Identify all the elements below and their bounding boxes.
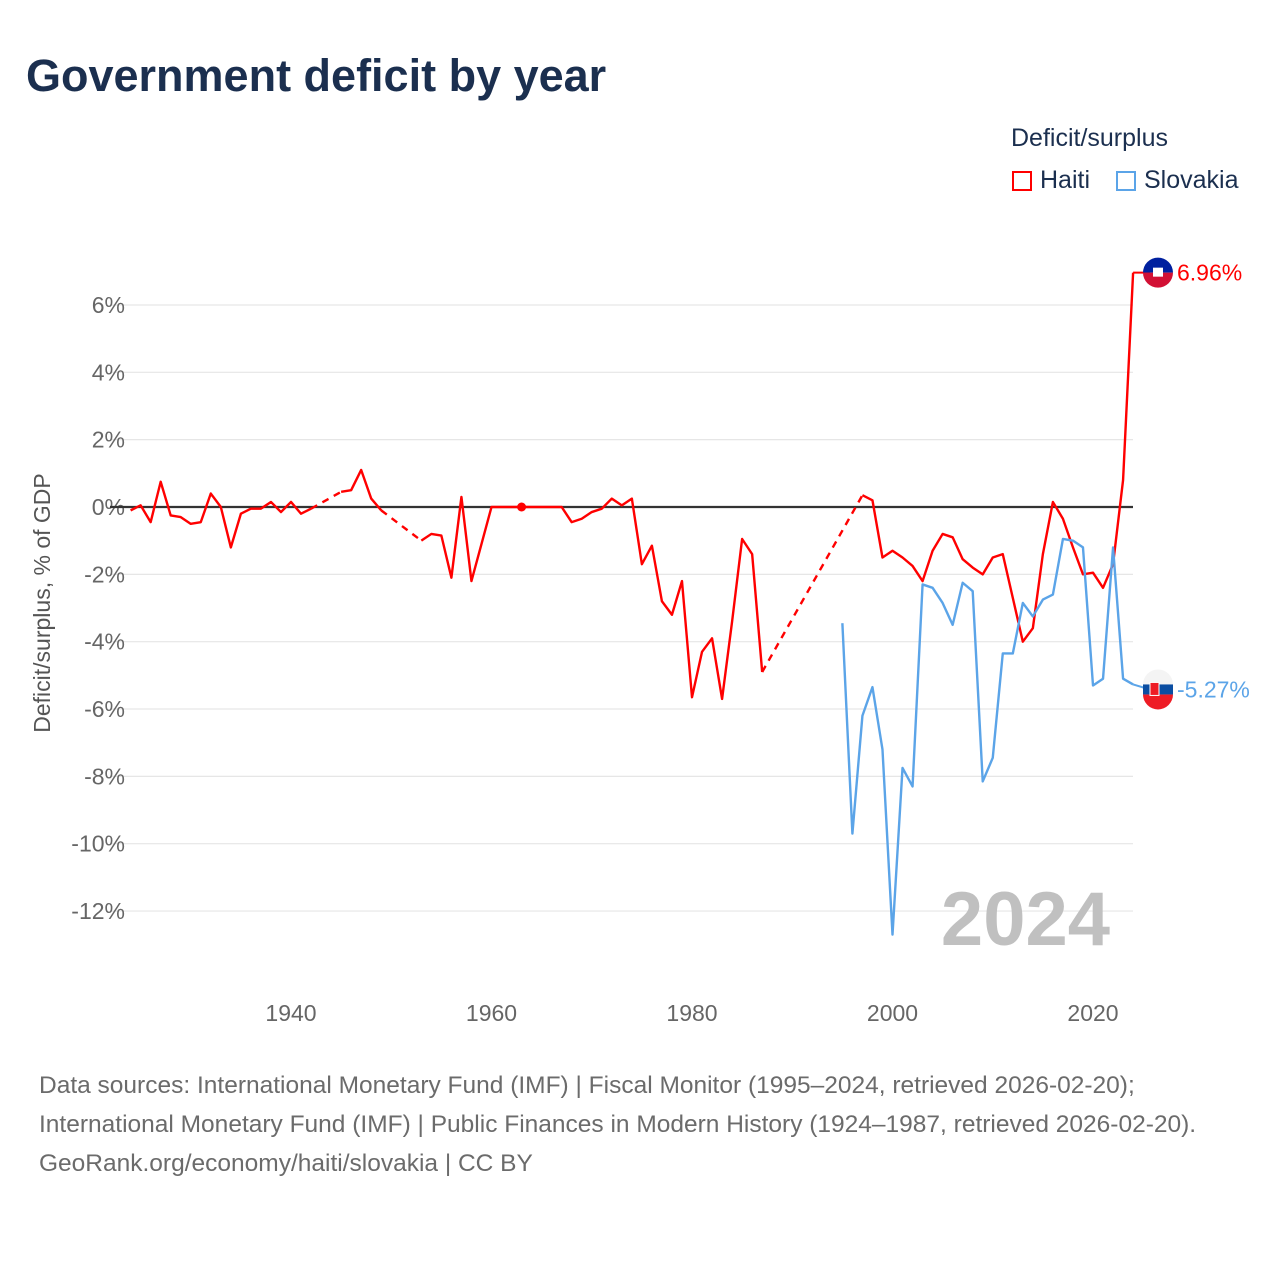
- flag-stripe: [1143, 257, 1173, 273]
- series-gap-haiti: [761, 494, 864, 673]
- x-tick-label: 2000: [867, 1000, 918, 1026]
- flag-stripe: [1143, 669, 1173, 685]
- legend-swatch-haiti: [1012, 170, 1032, 191]
- x-tick-label: 1940: [265, 1000, 316, 1026]
- flag-stripe: [1143, 272, 1173, 288]
- series-gap-haiti: [380, 509, 423, 542]
- footer: Data sources: International Monetary Fun…: [39, 1066, 1239, 1183]
- year-watermark: 2024: [941, 877, 1110, 962]
- y-tick-label: -12%: [71, 898, 125, 924]
- legend-label: Slovakia: [1144, 166, 1239, 194]
- y-tick-label: -6%: [84, 696, 125, 722]
- legend-item-slovakia[interactable]: Slovakia: [1116, 166, 1239, 195]
- y-tick-label: -10%: [71, 831, 125, 857]
- legend-label: Haiti: [1040, 166, 1091, 194]
- y-tick-label: 6%: [92, 292, 125, 318]
- data-sources: Data sources: International Monetary Fun…: [39, 1072, 1197, 1138]
- y-tick-label: 2%: [92, 427, 125, 453]
- chart-title: Government deficit by year: [26, 50, 607, 101]
- x-tick-label: 1960: [466, 1000, 517, 1026]
- y-tick-label: -8%: [84, 763, 125, 789]
- legend-title: Deficit/surplus: [1011, 124, 1168, 152]
- end-value-label: -5.27%: [1177, 676, 1250, 702]
- series-line-slovakia: [841, 537, 1134, 936]
- series-line-haiti: [130, 480, 312, 549]
- y-tick-label: -4%: [84, 629, 125, 655]
- slovakia-flag-icon: [1143, 669, 1173, 710]
- haiti-flag-icon: [1143, 257, 1173, 288]
- line-chart: 6%4%2%0%-2%-4%-6%-8%-10%-12%1940 1960 1980…: [29, 257, 1250, 1026]
- end-value-label: 6.96%: [1177, 260, 1242, 286]
- credit-link[interactable]: GeoRank.org/economy/haiti/slovakia | CC …: [39, 1150, 533, 1177]
- flag-stripe: [1143, 694, 1173, 710]
- legend-swatch-slovakia: [1116, 170, 1136, 191]
- series-line-haiti: [420, 495, 764, 701]
- data-point: [517, 502, 527, 512]
- x-tick-label: 1980: [666, 1000, 717, 1026]
- series-line-haiti: [861, 272, 1135, 643]
- series-gap-haiti: [310, 490, 342, 510]
- y-tick-label: -2%: [84, 561, 125, 587]
- flag-emblem: [1153, 267, 1163, 277]
- x-tick-label: 2020: [1067, 1000, 1118, 1026]
- y-tick-label: 4%: [92, 359, 125, 385]
- series-line-haiti: [340, 468, 383, 512]
- flag-emblem: [1149, 681, 1160, 696]
- y-axis-label: Deficit/surplus, % of GDP: [29, 473, 55, 732]
- legend-item-haiti[interactable]: Haiti: [1012, 166, 1090, 195]
